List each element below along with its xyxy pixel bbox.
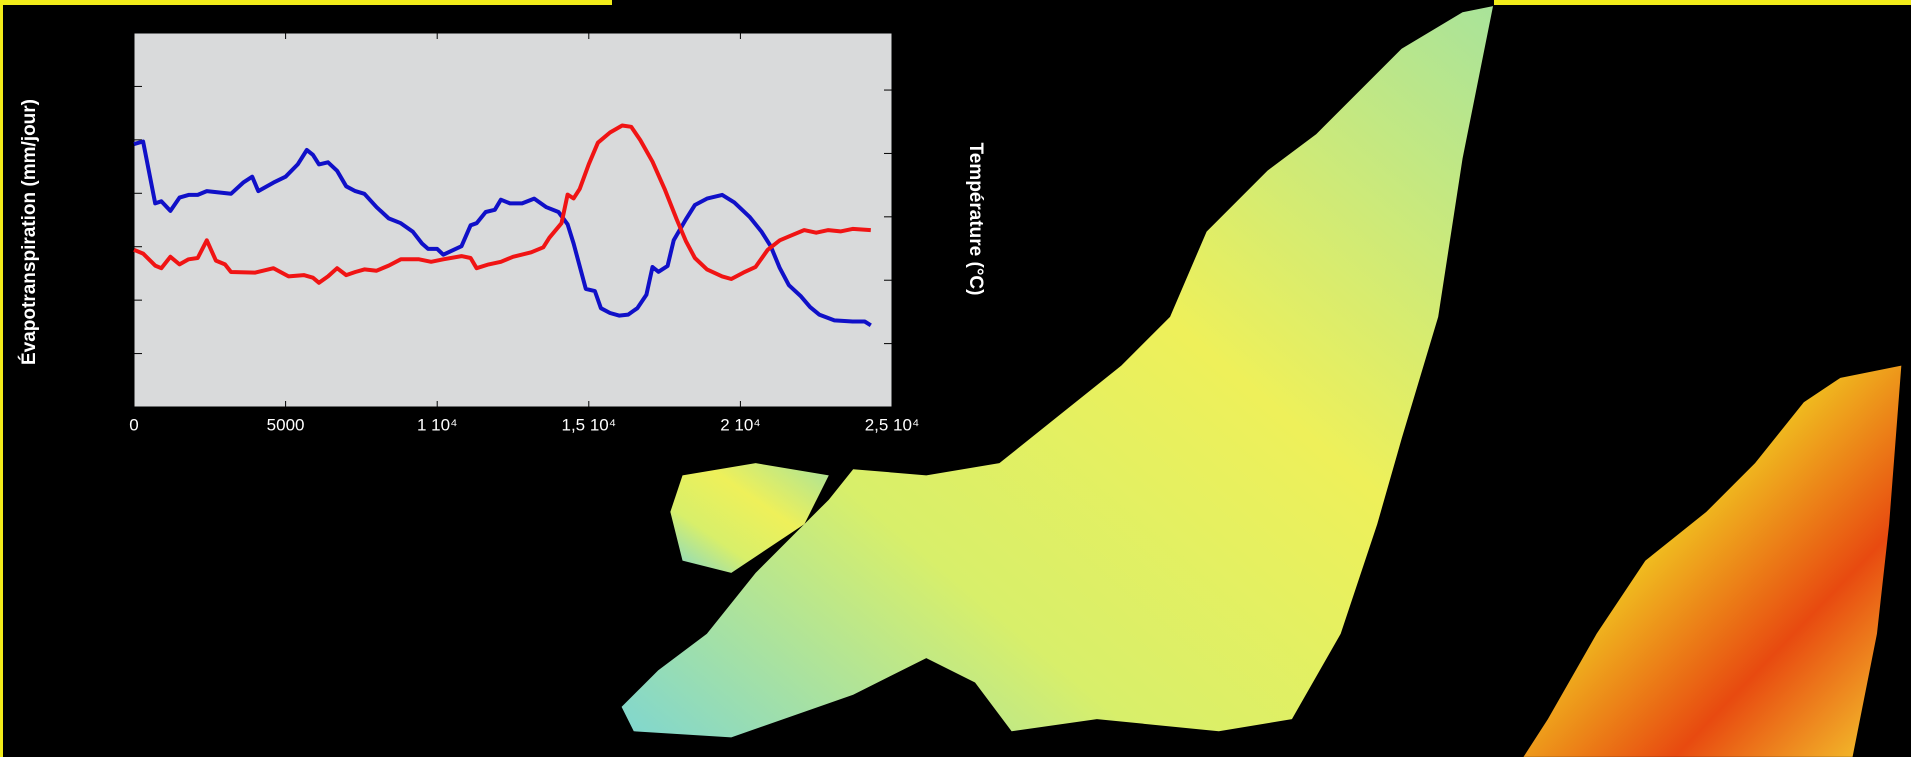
x-tick-label: 1 10⁴	[417, 415, 457, 434]
border	[0, 0, 612, 5]
plot-area	[134, 33, 892, 407]
y2-axis-title: Température (°C)	[965, 143, 986, 296]
border	[0, 0, 3, 757]
chart: Évapotranspiration (mm/jour) Température…	[0, 0, 1911, 757]
x-tick-label: 0	[129, 415, 138, 434]
page: Évapotranspiration (mm/jour) Température…	[0, 0, 1911, 757]
island	[1524, 366, 1902, 757]
x-tick-label: 5000	[267, 415, 305, 434]
x-tick-label: 2 10⁴	[720, 415, 760, 434]
y-axis-title: Évapotranspiration (mm/jour)	[18, 99, 40, 365]
x-tick-label: 1,5 10⁴	[562, 415, 617, 434]
border	[1494, 0, 1911, 5]
x-tick-label: 2,5 10⁴	[865, 415, 920, 434]
